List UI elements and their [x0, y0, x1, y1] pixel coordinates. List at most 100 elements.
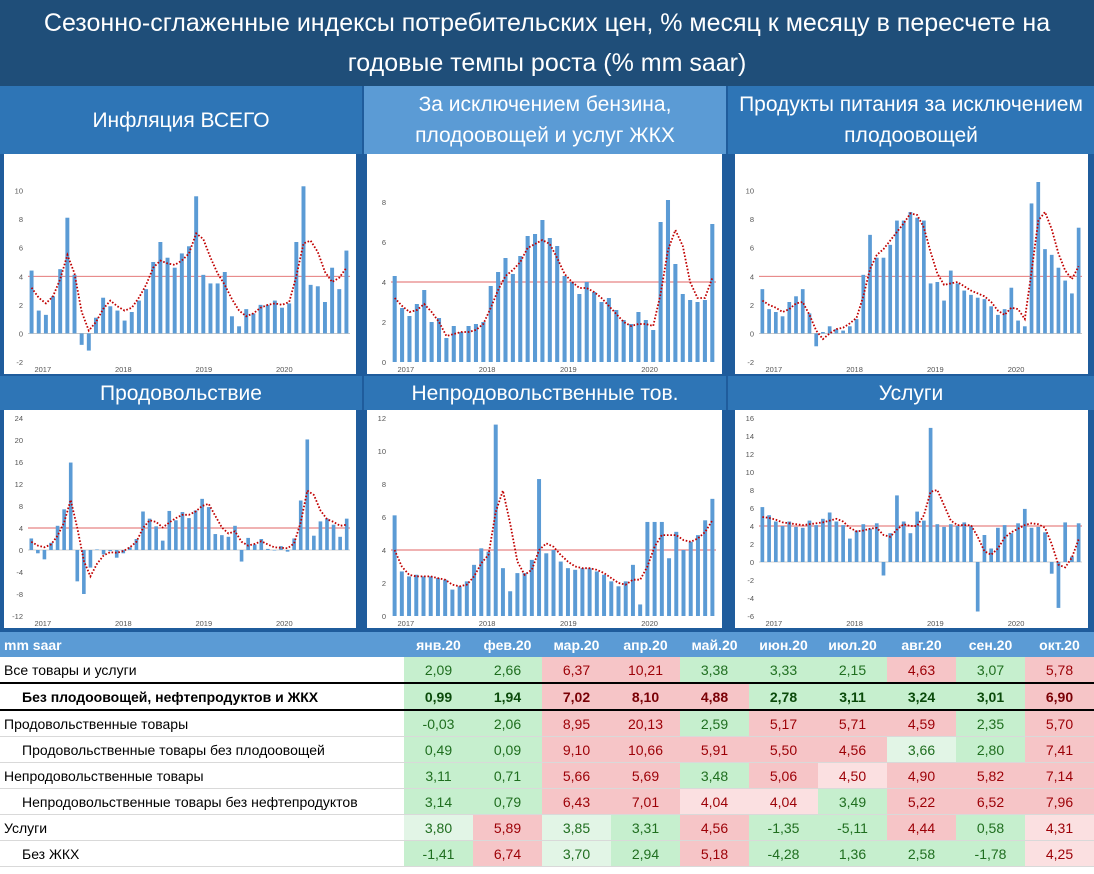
table-cell: 3,11 — [818, 682, 887, 711]
bar — [244, 309, 249, 334]
bar — [308, 284, 313, 334]
bar — [88, 550, 93, 568]
bar — [331, 524, 336, 550]
table-cell: 4,56 — [680, 814, 749, 841]
y-tick-label: 6 — [382, 238, 386, 247]
bar — [220, 535, 224, 550]
bar — [674, 531, 679, 616]
table-cell: 3,33 — [749, 657, 818, 684]
bar — [193, 510, 198, 550]
bar — [800, 289, 805, 334]
y-tick-label: 12 — [15, 480, 23, 489]
x-tick-label: 2017 — [34, 365, 51, 374]
table-row-label: Непродовольственные товары без нефтепрод… — [0, 788, 404, 815]
bar — [62, 509, 66, 550]
bar — [1070, 293, 1074, 334]
x-tick-label: 2020 — [641, 365, 658, 374]
bar — [101, 297, 106, 334]
bar — [158, 242, 163, 334]
bar — [493, 424, 498, 616]
x-tick-label: 2019 — [195, 365, 212, 374]
y-tick-label: -2 — [747, 358, 754, 367]
bar — [154, 526, 158, 550]
table-cell: 5,91 — [680, 736, 749, 763]
bar — [888, 533, 893, 562]
table-cell: 3,24 — [887, 682, 956, 711]
bar — [51, 296, 56, 334]
bar — [237, 326, 242, 334]
bar — [496, 272, 501, 362]
table-row-label: Без ЖКХ — [0, 840, 404, 867]
bar — [108, 306, 113, 334]
table-cell: 4,90 — [887, 762, 956, 789]
table-cell: 2,94 — [611, 840, 680, 867]
bar — [680, 294, 685, 362]
trend-line — [394, 227, 714, 338]
table-header-month: июл.20 — [818, 632, 887, 657]
table-row: Без плодоовощей, нефтепродуктов и ЖКХ 0,9… — [0, 682, 1094, 711]
bar — [435, 578, 440, 616]
table-cell: 3,38 — [680, 657, 749, 684]
table-cell: 5,89 — [473, 814, 542, 841]
bar — [688, 541, 693, 616]
bar — [298, 500, 303, 550]
table-cell: 4,59 — [887, 710, 956, 737]
y-tick-label: 10 — [15, 187, 23, 196]
x-tick-label: 2018 — [846, 619, 863, 628]
y-tick-label: 4 — [382, 278, 386, 287]
bar — [1056, 562, 1061, 608]
y-tick-label: 2 — [19, 301, 23, 310]
bar — [1076, 227, 1081, 334]
table-cell: -5,11 — [818, 814, 887, 841]
bar — [272, 300, 277, 334]
bar — [580, 568, 585, 616]
bar — [239, 550, 244, 562]
y-tick-label: 0 — [750, 558, 754, 567]
y-tick-label: 6 — [382, 513, 386, 522]
chart-core: 0 2 4 6 8 2017 2018 2019 2020 — [367, 154, 722, 374]
y-tick-label: 6 — [750, 244, 754, 253]
y-tick-label: 4 — [382, 546, 386, 555]
bar — [136, 300, 141, 334]
table-cell: -4,28 — [749, 840, 818, 867]
table-cell: 0,99 — [404, 682, 473, 711]
bar — [659, 521, 664, 616]
table-cell: 0,58 — [956, 814, 1025, 841]
bar — [315, 286, 320, 334]
bar — [922, 520, 926, 562]
bar — [592, 292, 597, 362]
bar — [128, 547, 132, 550]
bar — [201, 274, 206, 334]
bar — [629, 324, 634, 362]
bar — [259, 539, 264, 550]
bar — [443, 579, 448, 616]
bar — [565, 568, 570, 616]
bar — [901, 521, 906, 562]
y-tick-label: 4 — [19, 272, 23, 281]
bar — [827, 326, 832, 334]
bar — [948, 270, 953, 334]
bar — [989, 306, 994, 334]
x-tick-label: 2019 — [195, 619, 212, 628]
bar — [49, 542, 53, 550]
bar — [479, 548, 484, 616]
table-cell: 5,82 — [956, 762, 1025, 789]
table-cell: 4,04 — [749, 788, 818, 815]
bar — [928, 427, 933, 562]
bar — [630, 564, 635, 616]
bar — [392, 276, 397, 362]
table-row-label: Услуги — [0, 814, 404, 841]
chart-food-ex-veg: -2 0 2 4 6 8 10 2017 2018 2019 2020 — [735, 154, 1088, 374]
chart-nonfood: 0 2 4 6 8 10 12 2017 2018 2019 2020 — [367, 410, 722, 628]
bar — [854, 530, 859, 562]
bar — [1063, 522, 1068, 562]
bar — [500, 568, 505, 616]
bar — [1002, 525, 1007, 562]
table-cell: 7,41 — [1025, 736, 1094, 763]
table-cell: 2,80 — [956, 736, 1025, 763]
y-tick-label: 10 — [746, 187, 754, 196]
bar — [787, 302, 792, 334]
bar — [982, 535, 987, 562]
table-row: Услуги 3,80 5,89 3,85 3,31 4,56 -1,35 -5,11 4,44… — [0, 814, 1094, 841]
bar — [55, 525, 60, 550]
